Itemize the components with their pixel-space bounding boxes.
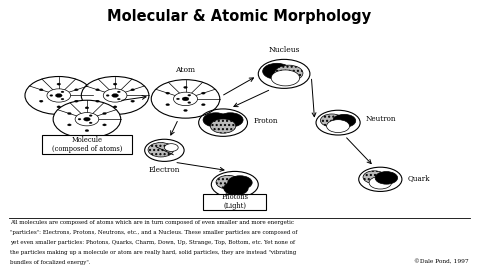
Bar <box>42 134 132 154</box>
Circle shape <box>188 94 191 96</box>
Circle shape <box>112 94 118 97</box>
Text: Proton: Proton <box>253 117 278 125</box>
Circle shape <box>57 106 61 108</box>
Circle shape <box>96 100 100 102</box>
Circle shape <box>363 171 386 183</box>
Circle shape <box>117 91 120 93</box>
Text: yet even smaller particles: Photons, Quarks, Charm, Down, Up, Strange, Top, Bott: yet even smaller particles: Photons, Qua… <box>11 240 296 245</box>
Circle shape <box>68 124 71 126</box>
Text: bundles of focalized energy".: bundles of focalized energy". <box>11 260 91 265</box>
Circle shape <box>47 89 70 102</box>
Circle shape <box>103 112 106 115</box>
Circle shape <box>375 172 398 184</box>
Circle shape <box>103 124 106 126</box>
Circle shape <box>151 80 220 118</box>
Text: Nucleus: Nucleus <box>268 46 300 54</box>
Circle shape <box>103 89 127 102</box>
Circle shape <box>61 91 64 93</box>
Circle shape <box>210 119 236 133</box>
Circle shape <box>74 100 78 102</box>
Circle shape <box>202 92 205 94</box>
Circle shape <box>262 63 291 79</box>
Text: Atom: Atom <box>175 66 195 74</box>
Circle shape <box>39 100 43 102</box>
Text: Quark: Quark <box>408 174 430 182</box>
Text: Electron: Electron <box>148 166 180 174</box>
Circle shape <box>217 113 243 127</box>
Circle shape <box>176 98 180 100</box>
Circle shape <box>25 76 92 115</box>
Text: "particles": Electrons, Protons, Neutrons, etc., and a Nucleus. These smaller pa: "particles": Electrons, Protons, Neutron… <box>11 230 298 235</box>
Circle shape <box>166 92 170 94</box>
Circle shape <box>228 176 252 189</box>
Circle shape <box>113 83 117 85</box>
Circle shape <box>85 130 89 132</box>
Text: Molecule
(composed of atoms): Molecule (composed of atoms) <box>52 136 122 153</box>
Circle shape <box>188 102 191 103</box>
Circle shape <box>203 113 228 127</box>
Circle shape <box>183 109 187 112</box>
Circle shape <box>50 95 53 96</box>
Circle shape <box>148 143 174 157</box>
Text: Neutron: Neutron <box>366 115 396 123</box>
Circle shape <box>106 95 109 96</box>
Circle shape <box>89 115 92 116</box>
Circle shape <box>56 94 62 97</box>
Circle shape <box>166 104 170 106</box>
Circle shape <box>117 98 120 100</box>
Circle shape <box>68 112 71 115</box>
Circle shape <box>327 120 350 133</box>
Circle shape <box>89 122 92 124</box>
Circle shape <box>369 176 391 189</box>
Circle shape <box>81 76 149 115</box>
Circle shape <box>182 97 189 101</box>
Circle shape <box>183 86 187 89</box>
Circle shape <box>53 100 121 138</box>
Circle shape <box>85 107 89 109</box>
Circle shape <box>74 89 78 91</box>
Circle shape <box>274 65 303 81</box>
Text: ©Dale Pond, 1997: ©Dale Pond, 1997 <box>414 260 468 265</box>
Circle shape <box>164 144 178 151</box>
Circle shape <box>216 175 240 189</box>
Circle shape <box>113 106 117 108</box>
Bar <box>204 194 266 210</box>
Circle shape <box>96 89 100 91</box>
Circle shape <box>61 98 64 100</box>
Text: Molecular & Atomic Morphology: Molecular & Atomic Morphology <box>107 9 372 24</box>
Circle shape <box>83 117 91 121</box>
Circle shape <box>39 89 43 91</box>
Circle shape <box>224 181 248 195</box>
Circle shape <box>202 104 205 106</box>
Circle shape <box>131 89 135 91</box>
Circle shape <box>131 100 135 102</box>
Circle shape <box>333 114 356 127</box>
Text: the particles making up a molecule or atom are really hard, solid particles, the: the particles making up a molecule or at… <box>11 250 297 255</box>
Circle shape <box>320 114 343 127</box>
Circle shape <box>173 92 197 106</box>
Circle shape <box>75 112 99 126</box>
Text: All molecules are composed of atoms which are in turn composed of even smaller a: All molecules are composed of atoms whic… <box>11 220 294 225</box>
Text: Photons
(Light): Photons (Light) <box>221 193 248 210</box>
Circle shape <box>57 83 61 85</box>
Circle shape <box>78 118 81 120</box>
Circle shape <box>271 70 299 86</box>
